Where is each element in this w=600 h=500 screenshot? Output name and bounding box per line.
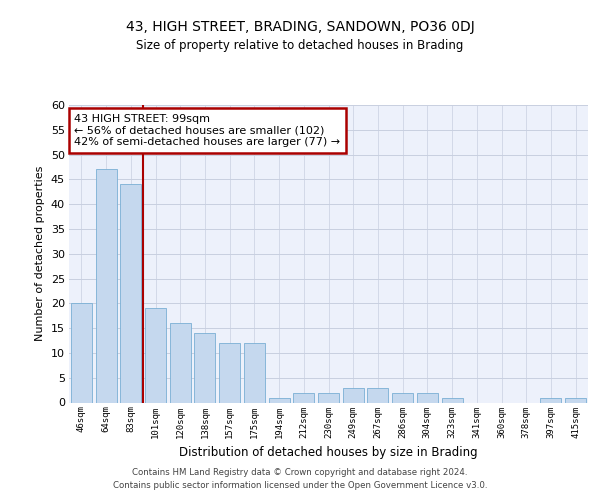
Bar — [244, 343, 265, 402]
Bar — [219, 343, 240, 402]
Bar — [269, 398, 290, 402]
Bar — [417, 392, 438, 402]
Bar — [367, 388, 388, 402]
Bar — [170, 323, 191, 402]
Bar — [194, 333, 215, 402]
Bar — [145, 308, 166, 402]
Text: Contains public sector information licensed under the Open Government Licence v3: Contains public sector information licen… — [113, 480, 487, 490]
Y-axis label: Number of detached properties: Number of detached properties — [35, 166, 45, 342]
Bar — [392, 392, 413, 402]
Bar — [120, 184, 141, 402]
Bar — [343, 388, 364, 402]
Bar — [541, 398, 562, 402]
Bar — [442, 398, 463, 402]
Bar — [565, 398, 586, 402]
Text: Contains HM Land Registry data © Crown copyright and database right 2024.: Contains HM Land Registry data © Crown c… — [132, 468, 468, 477]
Text: 43, HIGH STREET, BRADING, SANDOWN, PO36 0DJ: 43, HIGH STREET, BRADING, SANDOWN, PO36 … — [125, 20, 475, 34]
Bar — [293, 392, 314, 402]
Bar — [71, 304, 92, 402]
Bar — [318, 392, 339, 402]
Bar — [95, 170, 116, 402]
Text: Size of property relative to detached houses in Brading: Size of property relative to detached ho… — [136, 38, 464, 52]
Text: 43 HIGH STREET: 99sqm
← 56% of detached houses are smaller (102)
42% of semi-det: 43 HIGH STREET: 99sqm ← 56% of detached … — [74, 114, 340, 147]
X-axis label: Distribution of detached houses by size in Brading: Distribution of detached houses by size … — [179, 446, 478, 459]
